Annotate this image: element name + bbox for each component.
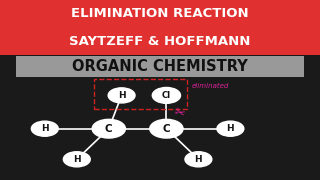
Text: H: H <box>195 155 202 164</box>
Circle shape <box>185 152 212 167</box>
Text: SAYTZEFF & HOFFMANN: SAYTZEFF & HOFFMANN <box>69 35 251 48</box>
Bar <box>94 79 187 109</box>
Text: C: C <box>163 124 170 134</box>
Text: H: H <box>41 124 49 133</box>
Bar <box>0 0 320 28</box>
Text: ✂: ✂ <box>172 106 186 122</box>
Text: eliminated: eliminated <box>192 82 229 89</box>
Circle shape <box>152 87 180 103</box>
Circle shape <box>31 121 58 136</box>
Circle shape <box>217 121 244 136</box>
Circle shape <box>92 119 125 138</box>
Text: ORGANIC CHEMISTRY: ORGANIC CHEMISTRY <box>72 59 248 74</box>
Bar <box>16 56 304 77</box>
Text: C: C <box>105 124 113 134</box>
Circle shape <box>108 88 135 103</box>
Text: H: H <box>118 91 125 100</box>
Text: H: H <box>73 155 81 164</box>
Circle shape <box>63 152 90 167</box>
Text: ELIMINATION REACTION: ELIMINATION REACTION <box>71 7 249 21</box>
Text: H: H <box>227 124 234 133</box>
Text: Cl: Cl <box>162 91 171 100</box>
Bar <box>0 28 320 55</box>
Circle shape <box>150 119 183 138</box>
